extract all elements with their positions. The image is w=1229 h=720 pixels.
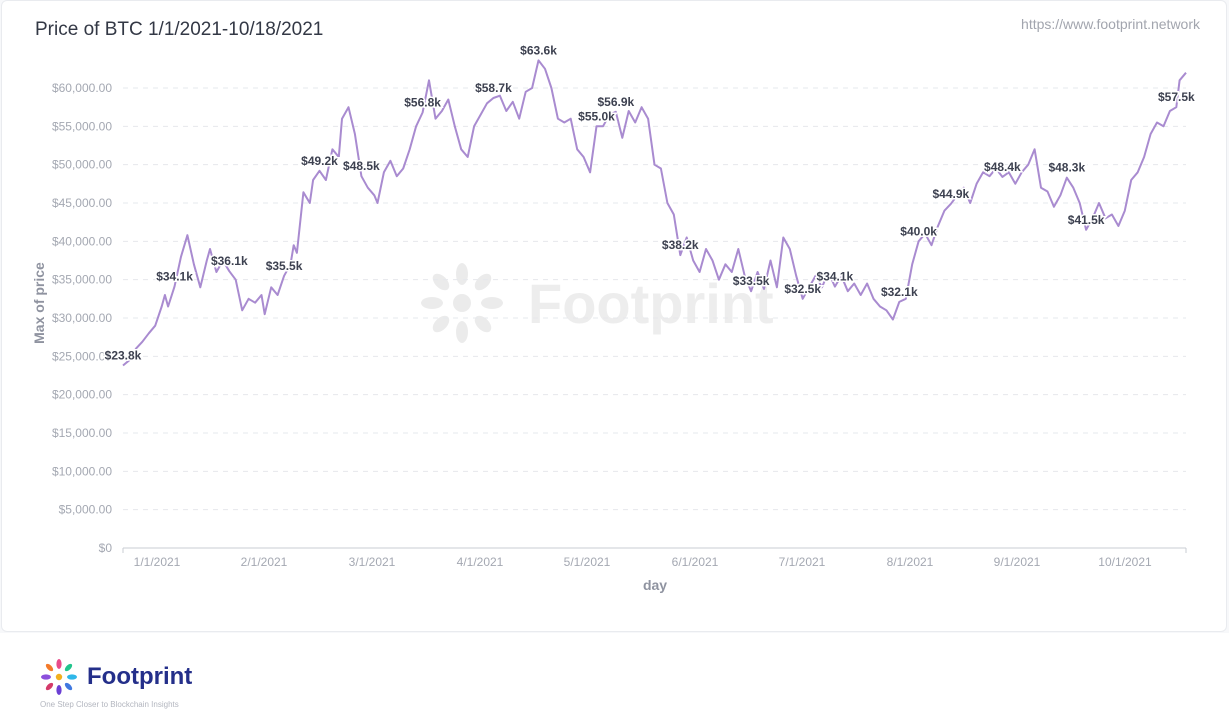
x-tick-label: 6/1/2021 bbox=[672, 555, 719, 569]
brand-tagline: One Step Closer to Blockchain Insights bbox=[40, 700, 179, 709]
data-label: $48.4k bbox=[984, 160, 1021, 174]
data-label: $48.3k bbox=[1048, 161, 1085, 175]
data-label: $34.1k bbox=[817, 270, 854, 284]
data-label: $57.5k bbox=[1158, 90, 1195, 104]
data-label: $40.0k bbox=[900, 224, 937, 238]
x-tick-label: 9/1/2021 bbox=[994, 555, 1041, 569]
x-tick-label: 2/1/2021 bbox=[241, 555, 288, 569]
y-tick-label: $5,000.00 bbox=[59, 503, 113, 517]
y-tick-label: $10,000.00 bbox=[52, 464, 112, 478]
footer bbox=[0, 633, 1229, 720]
price-series-line bbox=[122, 59, 1187, 367]
data-label: $56.8k bbox=[404, 96, 441, 110]
y-tick-label: $15,000.00 bbox=[52, 426, 112, 440]
y-tick-label: $0 bbox=[99, 541, 113, 555]
data-label: $56.9k bbox=[597, 95, 634, 109]
data-label: $58.7k bbox=[475, 81, 512, 95]
grid-lines bbox=[123, 87, 1186, 511]
y-tick-label: $40,000.00 bbox=[52, 234, 112, 248]
data-label: $48.5k bbox=[343, 159, 380, 173]
data-label: $36.1k bbox=[211, 254, 248, 268]
chart-card bbox=[1, 0, 1227, 632]
source-link[interactable]: https://www.footprint.network bbox=[1021, 16, 1200, 32]
y-tick-label: $60,000.00 bbox=[52, 81, 112, 95]
y-axis-ticks: $0 $5,000.00 $10,000.00 $15,000.00 $20,000.0… bbox=[52, 81, 112, 555]
x-tick-label: 5/1/2021 bbox=[564, 555, 611, 569]
x-tick-label: 1/1/2021 bbox=[134, 555, 181, 569]
y-tick-label: $20,000.00 bbox=[52, 388, 112, 402]
data-label: $34.1k bbox=[156, 270, 193, 284]
x-tick-label: 8/1/2021 bbox=[887, 555, 934, 569]
x-tick-label: 7/1/2021 bbox=[779, 555, 826, 569]
y-tick-label: $55,000.00 bbox=[52, 119, 112, 133]
data-label: $33.5k bbox=[733, 274, 770, 288]
data-labels: $23.8k $34.1k $36.1k $35.5k $49.2k $48.5k $56.… bbox=[103, 42, 1196, 364]
data-label: $49.2k bbox=[301, 154, 338, 168]
data-label: $63.6k bbox=[520, 43, 557, 57]
data-label: $35.5k bbox=[266, 259, 303, 273]
y-axis-title: Max of price bbox=[31, 262, 47, 344]
y-tick-label: $25,000.00 bbox=[52, 349, 112, 363]
x-tick-label: 4/1/2021 bbox=[457, 555, 504, 569]
data-label: $23.8k bbox=[105, 349, 142, 363]
data-label: $32.1k bbox=[881, 285, 918, 299]
y-tick-label: $50,000.00 bbox=[52, 158, 112, 172]
btc-line-chart: $0 $5,000.00 $10,000.00 $15,000.00 $20,000.0… bbox=[31, 42, 1197, 593]
footprint-logo-icon bbox=[41, 659, 77, 695]
y-tick-label: $45,000.00 bbox=[52, 196, 112, 210]
data-label: $55.0k bbox=[578, 109, 615, 123]
data-label: $32.5k bbox=[784, 282, 821, 296]
y-tick-label: $30,000.00 bbox=[52, 311, 112, 325]
data-label: $41.5k bbox=[1068, 213, 1105, 227]
brand[interactable]: Footprint bbox=[40, 658, 192, 696]
x-tick-label: 3/1/2021 bbox=[349, 555, 396, 569]
x-axis-title: day bbox=[643, 577, 667, 593]
brand-name: Footprint bbox=[87, 663, 193, 690]
x-tick-label: 10/1/2021 bbox=[1098, 555, 1152, 569]
data-label: $38.2k bbox=[662, 238, 699, 252]
y-tick-label: $35,000.00 bbox=[52, 273, 112, 287]
x-axis: 1/1/2021 2/1/2021 3/1/2021 4/1/2021 5/1/2021… bbox=[122, 547, 1187, 569]
data-label: $44.9k bbox=[932, 187, 969, 201]
chart-title: Price of BTC 1/1/2021-10/18/2021 bbox=[35, 19, 324, 40]
